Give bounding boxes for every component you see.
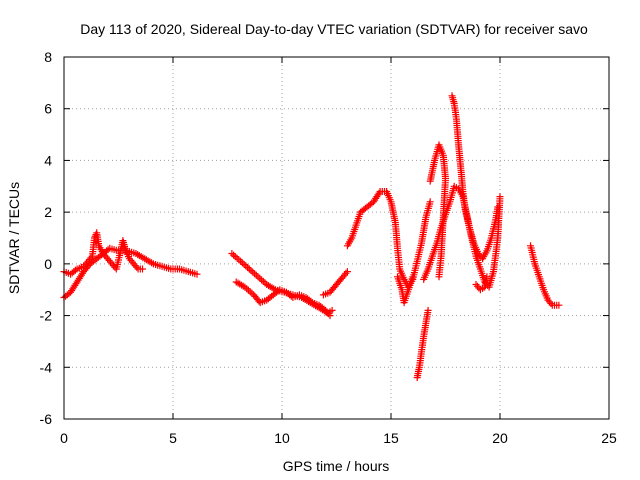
data-point bbox=[320, 305, 328, 313]
data-point bbox=[139, 265, 146, 273]
data-point bbox=[245, 265, 253, 273]
data-point bbox=[326, 312, 334, 320]
plot-frame bbox=[63, 56, 610, 420]
data-point bbox=[235, 256, 243, 264]
y-tick-label: -4 bbox=[40, 359, 53, 375]
y-tick-label: 4 bbox=[44, 152, 52, 168]
data-point bbox=[247, 267, 255, 275]
data-point bbox=[424, 306, 432, 314]
data-point bbox=[375, 189, 383, 197]
y-tick-label: 6 bbox=[44, 101, 52, 117]
series-seg6 bbox=[343, 188, 434, 291]
data-point bbox=[230, 251, 238, 259]
data-point bbox=[133, 263, 141, 271]
x-tick-label: 15 bbox=[383, 430, 399, 446]
data-point bbox=[254, 273, 262, 281]
grid bbox=[64, 57, 609, 419]
data-point bbox=[496, 193, 504, 201]
series-seg10 bbox=[426, 141, 449, 281]
y-tick-label: -6 bbox=[40, 411, 53, 427]
x-tick-label: 25 bbox=[601, 430, 617, 446]
chart-title: Day 113 of 2020, Sidereal Day-to-day VTE… bbox=[80, 21, 588, 37]
x-axis-label: GPS time / hours bbox=[283, 458, 390, 474]
data-point bbox=[343, 268, 351, 276]
data-point bbox=[258, 276, 265, 284]
y-axis-label: SDTVAR / TECUs bbox=[6, 182, 22, 294]
data-point bbox=[307, 297, 315, 305]
data-point bbox=[233, 254, 241, 262]
data-point bbox=[342, 269, 350, 277]
marks-layer bbox=[60, 92, 563, 382]
data-point bbox=[244, 264, 252, 271]
data-point bbox=[426, 198, 434, 206]
data-point bbox=[102, 253, 110, 261]
ticks: 0 5 10 15 20 25 -6 -4 -2 0 2 4 6 8 bbox=[40, 49, 617, 446]
data-point bbox=[555, 301, 563, 309]
data-point bbox=[240, 260, 248, 268]
data-point bbox=[494, 203, 502, 211]
data-point bbox=[87, 254, 95, 262]
series-seg8 bbox=[413, 306, 432, 382]
data-point bbox=[246, 288, 254, 296]
series-seg7 bbox=[394, 273, 417, 307]
x-tick-label: 0 bbox=[60, 430, 68, 446]
series-seg1 bbox=[60, 244, 201, 301]
y-tick-label: -2 bbox=[40, 308, 53, 324]
data-point bbox=[547, 300, 555, 307]
data-point bbox=[249, 268, 257, 276]
series-seg2 bbox=[60, 229, 146, 278]
data-point bbox=[231, 253, 239, 261]
x-tick-label: 5 bbox=[169, 430, 177, 446]
data-point bbox=[435, 273, 443, 281]
x-tick-label: 20 bbox=[492, 430, 508, 446]
data-point bbox=[252, 271, 260, 279]
y-tick-label: 0 bbox=[44, 256, 52, 272]
x-tick-label: 10 bbox=[274, 430, 290, 446]
y-tick-label: 2 bbox=[44, 204, 52, 220]
data-point bbox=[251, 270, 258, 278]
data-point bbox=[238, 259, 246, 267]
data-point bbox=[228, 250, 236, 257]
data-point bbox=[248, 289, 256, 297]
data-point bbox=[193, 270, 201, 278]
series-seg12 bbox=[472, 273, 491, 294]
data-point bbox=[409, 273, 417, 281]
data-point bbox=[328, 306, 336, 314]
series-seg5 bbox=[319, 268, 351, 299]
data-point bbox=[71, 266, 79, 274]
series-seg13 bbox=[527, 242, 563, 309]
data-point bbox=[237, 257, 245, 265]
data-point bbox=[259, 277, 267, 285]
series-seg11 bbox=[448, 92, 502, 263]
y-tick-label: 8 bbox=[44, 49, 52, 65]
data-point bbox=[243, 285, 251, 293]
data-point bbox=[483, 273, 491, 281]
data-point bbox=[256, 274, 264, 282]
series-seg4 bbox=[232, 278, 334, 320]
data-point bbox=[244, 286, 252, 294]
